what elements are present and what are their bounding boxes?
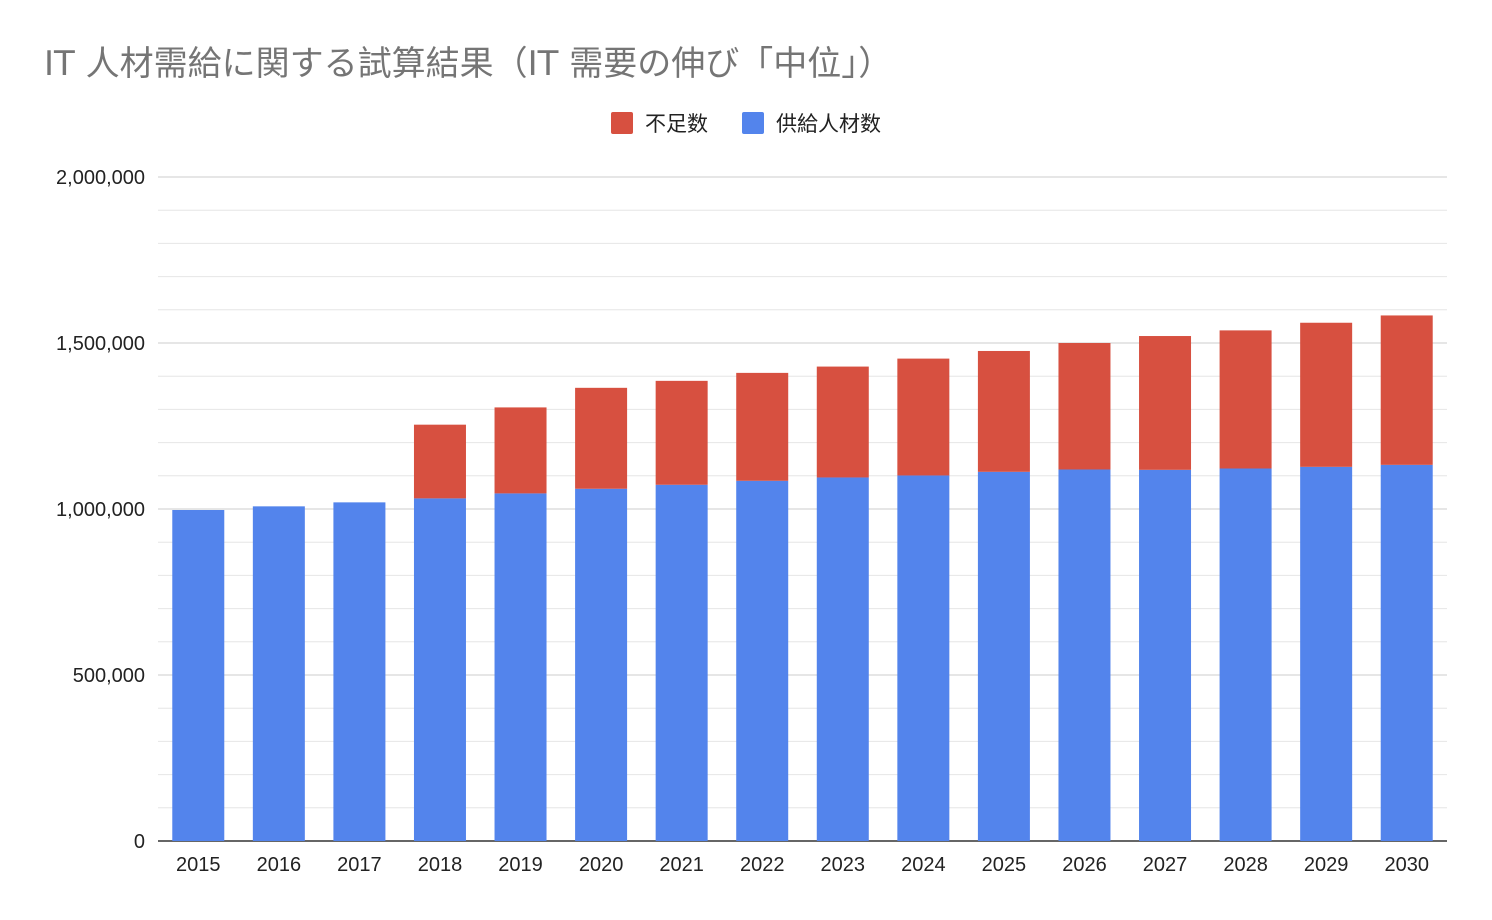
bar-supply — [1300, 466, 1353, 841]
chart-title: IT 人材需給に関する試算結果（IT 需要の伸び「中位」） — [44, 44, 893, 84]
bar-shortage — [1380, 315, 1433, 465]
x-tick-label: 2029 — [1304, 854, 1349, 876]
bar-supply — [816, 477, 869, 841]
bar-supply — [1219, 468, 1272, 841]
bar-shortage — [816, 366, 869, 478]
bar-shortage — [494, 407, 547, 494]
bar-shortage — [655, 380, 708, 485]
legend-item-shortage: 不足数 — [611, 108, 708, 138]
x-tick-label: 2019 — [498, 854, 543, 876]
x-tick-label: 2017 — [337, 854, 382, 876]
bar-supply — [333, 502, 386, 841]
bar-shortage — [413, 424, 466, 499]
legend-label-shortage: 不足数 — [645, 112, 708, 136]
legend-label-supply: 供給人材数 — [776, 112, 881, 136]
bar-shortage — [1058, 343, 1111, 470]
y-tick-label: 0 — [134, 831, 145, 853]
y-tick-label: 1,500,000 — [56, 333, 145, 355]
x-tick-label: 2023 — [821, 854, 866, 876]
legend-item-supply: 供給人材数 — [742, 108, 881, 138]
bar-supply — [1058, 469, 1111, 841]
bar-supply — [897, 475, 950, 841]
bar-shortage — [1139, 336, 1192, 470]
x-tick-label: 2021 — [659, 854, 704, 876]
x-tick-label: 2022 — [740, 854, 785, 876]
bar-supply — [575, 488, 628, 841]
bar-supply — [1380, 464, 1433, 841]
legend-swatch-supply — [742, 112, 764, 134]
x-tick-label: 2020 — [579, 854, 624, 876]
x-tick-label: 2028 — [1223, 854, 1268, 876]
bar-supply — [1139, 469, 1192, 841]
bar-supply — [655, 484, 708, 841]
bar-shortage — [1219, 330, 1272, 469]
x-tick-label: 2015 — [176, 854, 221, 876]
bar-supply — [413, 498, 466, 841]
bar-shortage — [977, 350, 1030, 472]
legend-swatch-shortage — [611, 112, 633, 134]
y-tick-label: 500,000 — [73, 665, 145, 687]
bar-shortage — [897, 358, 950, 476]
bar-shortage — [736, 372, 789, 481]
bar-shortage — [575, 387, 628, 489]
bar-supply — [252, 506, 305, 841]
x-tick-label: 2024 — [901, 854, 946, 876]
x-tick-label: 2030 — [1384, 854, 1429, 876]
y-tick-label: 1,000,000 — [56, 499, 145, 521]
bar-shortage — [1300, 322, 1353, 467]
legend: 不足数 供給人材数 — [0, 108, 1492, 138]
bar-supply — [736, 480, 789, 841]
x-tick-label: 2027 — [1143, 854, 1188, 876]
y-tick-label: 2,000,000 — [56, 167, 145, 189]
bar-supply — [977, 471, 1030, 841]
x-tick-label: 2026 — [1062, 854, 1107, 876]
x-tick-label: 2025 — [982, 854, 1027, 876]
x-tick-label: 2018 — [418, 854, 463, 876]
bar-supply — [172, 509, 225, 841]
bar-supply — [494, 493, 547, 841]
x-tick-label: 2016 — [257, 854, 302, 876]
